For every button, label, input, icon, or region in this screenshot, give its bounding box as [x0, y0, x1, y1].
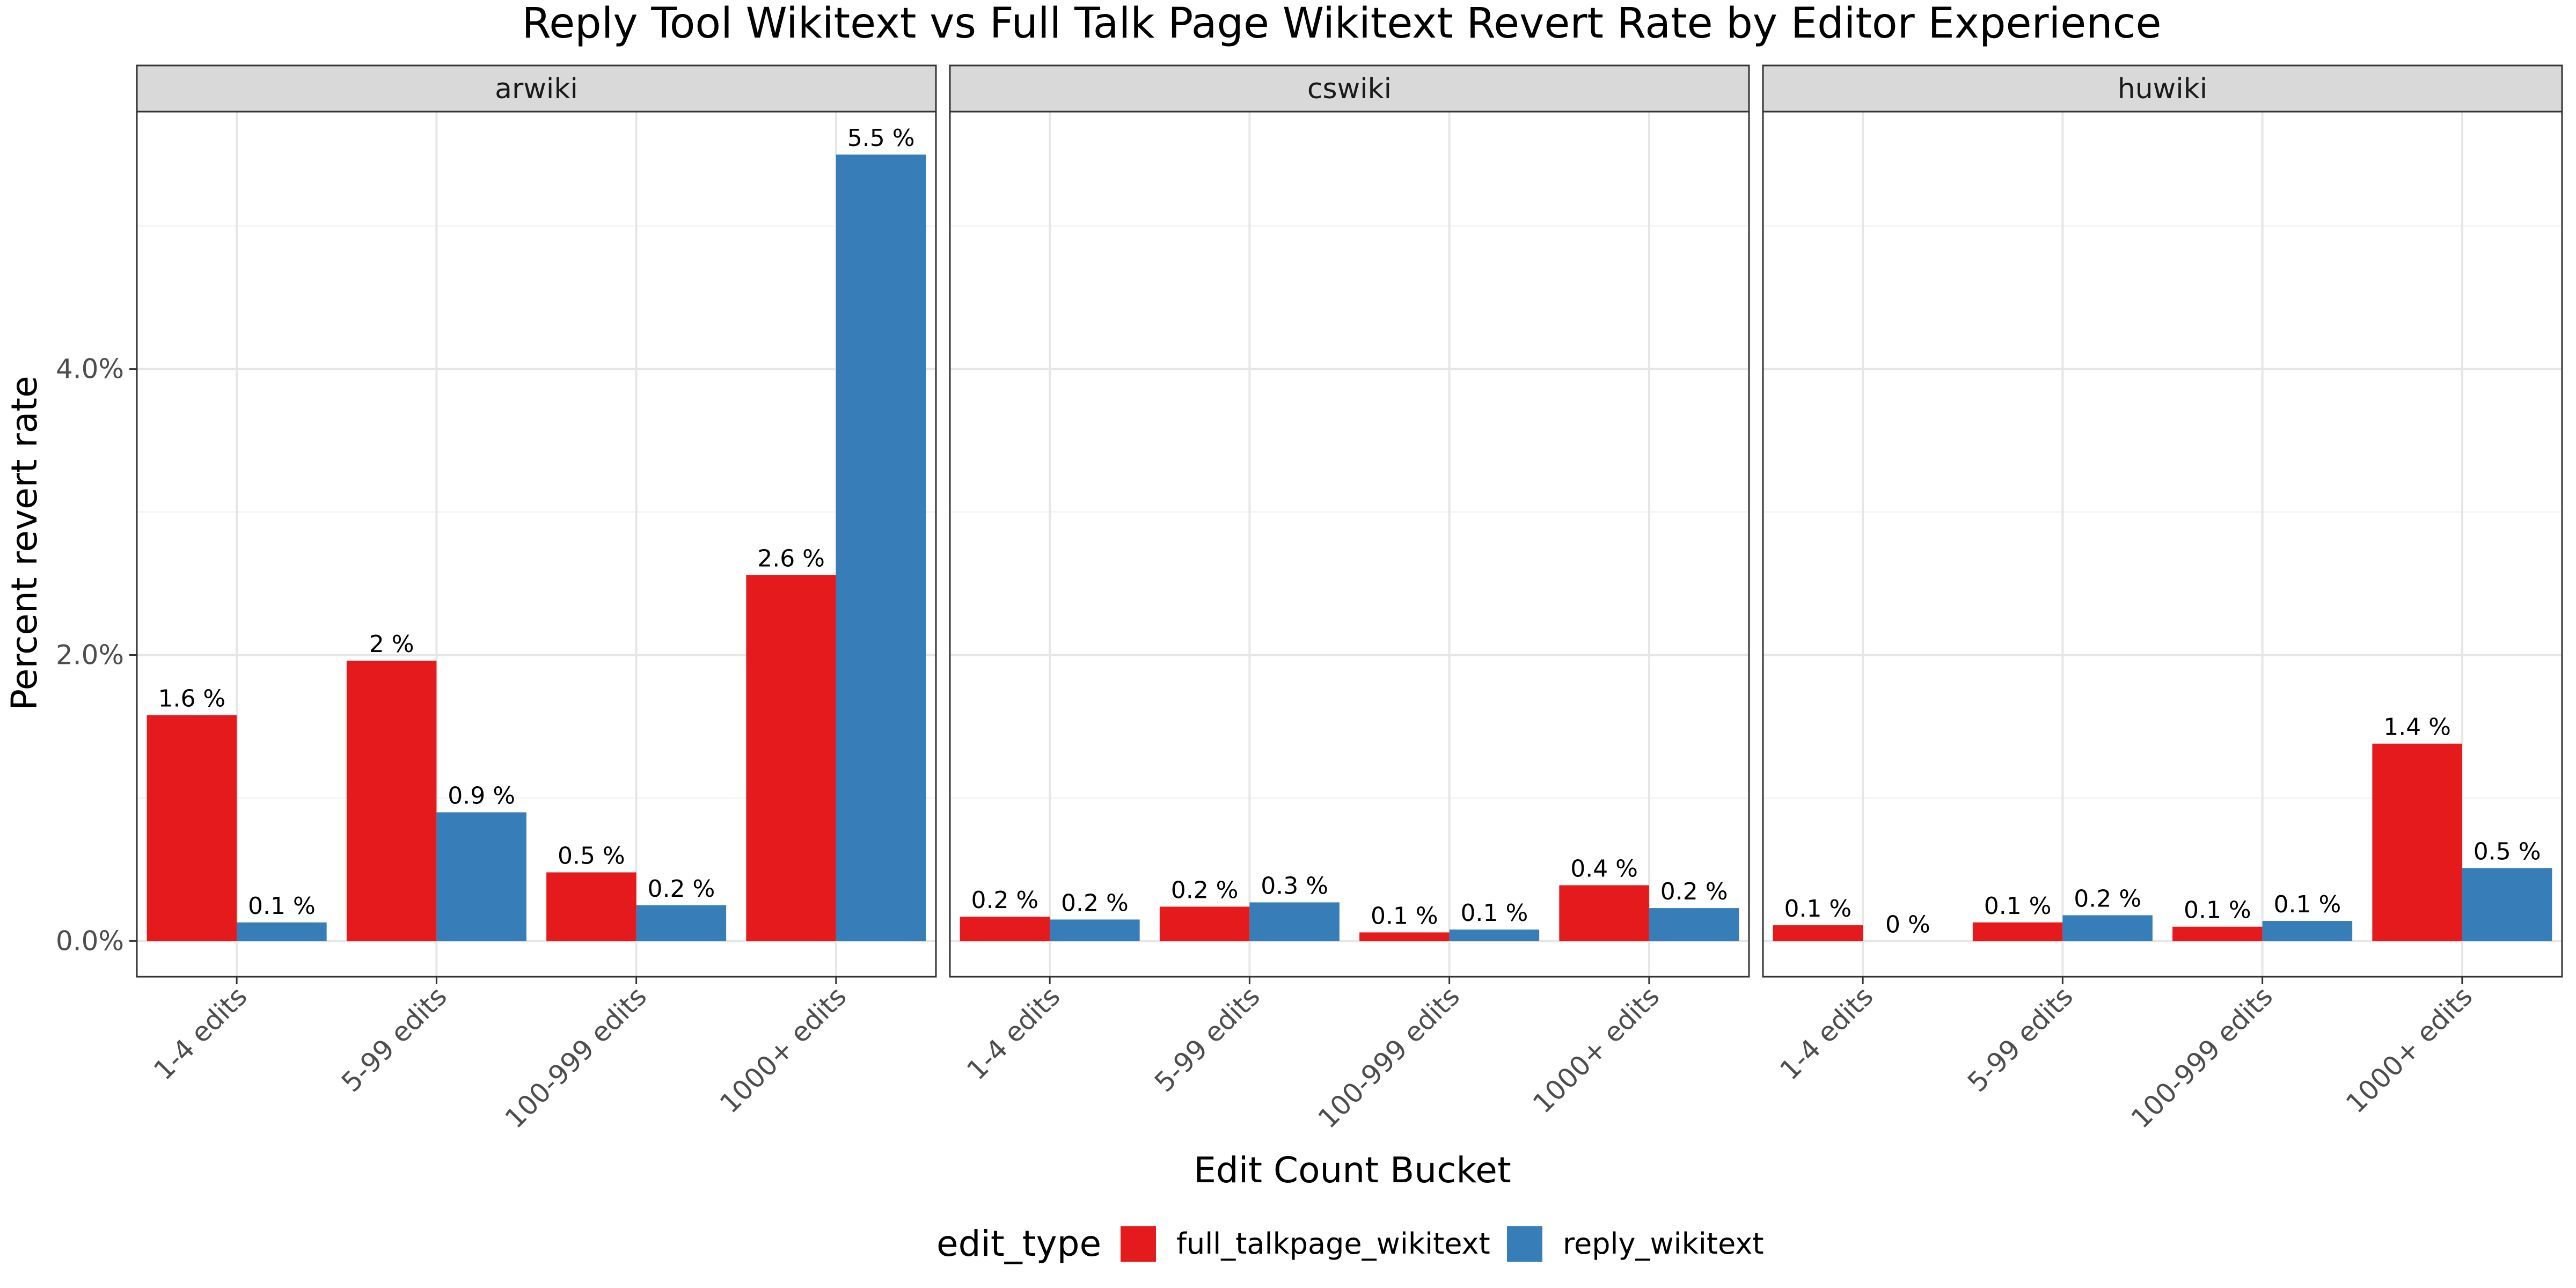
- bar-full_talkpage_wikitext: [2172, 926, 2263, 941]
- facet-strip-label: cswiki: [1307, 73, 1392, 105]
- facet-panels: arwiki 1.6 % 0.1 % 2 % 0.9 % 0.5 % 0.2 % 2.6 % 5…: [136, 64, 2563, 1135]
- data-label: 0.3 %: [1261, 872, 1328, 899]
- x-axis-label: Edit Count Bucket: [1194, 1150, 1511, 1191]
- data-label: 0.2 %: [971, 887, 1038, 914]
- legend-label: reply_wikitext: [1563, 1227, 1764, 1261]
- data-label: 0.4 %: [1570, 855, 1638, 882]
- data-label: 2.6 %: [757, 545, 825, 572]
- data-label: 0.9 %: [448, 782, 515, 810]
- bar-full_talkpage_wikitext: [1773, 925, 1863, 941]
- panel-border: [136, 111, 937, 978]
- legend-swatch-reply_wikitext: [1507, 1226, 1542, 1262]
- data-label: 0.2 %: [1171, 876, 1239, 904]
- bar-reply_wikitext: [636, 905, 727, 941]
- data-label: 0.5 %: [2473, 838, 2541, 866]
- chart-title: Reply Tool Wikitext vs Full Talk Page Wi…: [522, 0, 2162, 48]
- data-label: 0.2 %: [1061, 889, 1129, 917]
- data-label: 2 %: [369, 631, 414, 658]
- data-label: 0.5 %: [558, 842, 625, 869]
- bar-full_talkpage_wikitext: [546, 872, 636, 941]
- facet-arwiki: arwiki 1.6 % 0.1 % 2 % 0.9 % 0.5 % 0.2 % 2.6 % 5…: [136, 64, 937, 1135]
- data-label: 1.6 %: [158, 685, 225, 712]
- facet-strip: [949, 64, 1750, 113]
- bar-reply_wikitext: [2262, 921, 2353, 941]
- data-label: 0.1 %: [2273, 891, 2341, 918]
- data-label: 1.4 %: [2383, 714, 2451, 741]
- legend-label: full_talkpage_wikitext: [1176, 1227, 1490, 1261]
- legend: edit_type full_talkpage_wikitext reply_wik…: [936, 1223, 1764, 1264]
- panel-background: [950, 112, 1749, 977]
- data-label: 0.2 %: [647, 875, 715, 903]
- facet-huwiki: huwiki 0.1 % 0 % 0.1 % 0.2 % 0.1 % 0.1 % 1.4 % 0…: [1762, 64, 2563, 1135]
- y-tick-label: 2.0%: [56, 639, 124, 670]
- bar-reply_wikitext: [1649, 908, 1739, 941]
- bar-full_talkpage_wikitext: [960, 917, 1050, 941]
- bar-reply_wikitext: [2062, 915, 2153, 941]
- facet-cswiki: cswiki 0.2 % 0.2 % 0.2 % 0.3 % 0.1 % 0.1 % 0.4 …: [949, 64, 1750, 1135]
- data-label: 0.1 %: [1784, 895, 1851, 923]
- bar-full_talkpage_wikitext: [1559, 885, 1649, 941]
- bar-reply_wikitext: [436, 812, 526, 941]
- bar-full_talkpage_wikitext: [1159, 906, 1250, 941]
- facet-strip-label: arwiki: [495, 73, 578, 105]
- data-label: 0 %: [1885, 911, 1930, 938]
- data-label: 0.1 %: [1460, 899, 1528, 927]
- legend-title: edit_type: [936, 1223, 1101, 1264]
- data-label: 0.2 %: [2074, 885, 2141, 912]
- data-label: 5.5 %: [847, 125, 915, 152]
- data-label: 0.1 %: [1984, 892, 2052, 920]
- legend-swatch-full_talkpage_wikitext: [1121, 1226, 1156, 1262]
- data-label: 0.1 %: [248, 892, 316, 920]
- bar-reply_wikitext: [2462, 868, 2552, 941]
- bar-full_talkpage_wikitext: [746, 575, 836, 941]
- bar-full_talkpage_wikitext: [346, 661, 437, 941]
- panel-border: [949, 111, 1750, 978]
- y-axis: 0.0% 2.0% 4.0%: [56, 354, 137, 956]
- y-tick-label: 4.0%: [56, 354, 124, 385]
- bar-reply_wikitext: [836, 154, 926, 941]
- data-label: 0.1 %: [2184, 897, 2251, 924]
- facet-strip-label: huwiki: [2118, 73, 2207, 105]
- data-label: 0.1 %: [1371, 902, 1438, 930]
- bar-full_talkpage_wikitext: [147, 715, 237, 941]
- data-label: 0.2 %: [1660, 878, 1728, 905]
- bar-full_talkpage_wikitext: [1359, 932, 1450, 941]
- facet-strip: [1762, 64, 2563, 113]
- y-tick-label: 0.0%: [56, 925, 124, 956]
- bar-reply_wikitext: [1449, 930, 1540, 941]
- panel-border: [1762, 111, 2563, 978]
- facet-strip: [136, 64, 937, 113]
- bar-reply_wikitext: [1249, 902, 1340, 941]
- bar-reply_wikitext: [1050, 919, 1140, 941]
- bar-full_talkpage_wikitext: [1972, 922, 2063, 941]
- bar-full_talkpage_wikitext: [2372, 743, 2462, 941]
- bar-reply_wikitext: [237, 922, 327, 941]
- y-axis-label: Percent revert rate: [4, 376, 45, 710]
